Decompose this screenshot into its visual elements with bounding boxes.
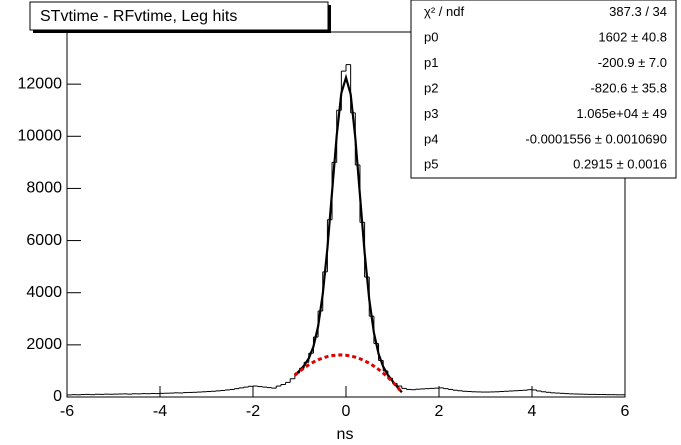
stats-value: -200.9 ± 7.0 [598, 55, 667, 70]
stats-value: -0.0001556 ± 0.0010690 [525, 131, 667, 146]
x-tick-label: 0 [342, 403, 351, 420]
stats-value: -820.6 ± 35.8 [590, 80, 667, 95]
y-tick-label: 12000 [18, 75, 63, 92]
x-tick-label: -2 [246, 403, 260, 420]
stats-label: p3 [424, 106, 438, 121]
chart-title: STvtime - RFvtime, Leg hits [40, 8, 237, 25]
stats-value: 387.3 / 34 [609, 4, 667, 19]
y-tick-label: 2000 [26, 336, 62, 353]
x-tick-label: 2 [435, 403, 444, 420]
y-tick-label: 8000 [26, 180, 62, 197]
stats-value: 1.065e+04 ± 49 [576, 106, 667, 121]
y-tick-label: 6000 [26, 232, 62, 249]
stats-label: χ² / ndf [424, 4, 464, 19]
x-tick-label: -4 [153, 403, 167, 420]
y-tick-label: 4000 [26, 284, 62, 301]
stats-box [410, 0, 677, 179]
x-tick-label: -6 [60, 403, 74, 420]
stats-label: p4 [424, 131, 438, 146]
stats-rows: χ² / ndf 387.3 / 34 p0 1602 ± 40.8 p1 -200.9 … [424, 4, 667, 172]
stats-label: p0 [424, 30, 438, 45]
stats-value: 0.2915 ± 0.0016 [573, 157, 667, 172]
stats-label: p5 [424, 157, 438, 172]
stats-value: 1602 ± 40.8 [598, 30, 667, 45]
fit-curve [294, 73, 403, 393]
x-tick-label: 4 [528, 403, 537, 420]
stats-label: p1 [424, 55, 438, 70]
stats-label: p2 [424, 80, 438, 95]
y-tick-label: 10000 [18, 128, 63, 145]
x-axis-label: ns [337, 426, 354, 443]
x-tick-label: 6 [621, 403, 630, 420]
plot-frame [66, 31, 626, 398]
title-box [29, 1, 329, 31]
y-tick-label: 0 [53, 388, 62, 405]
fit-curve [293, 353, 403, 394]
